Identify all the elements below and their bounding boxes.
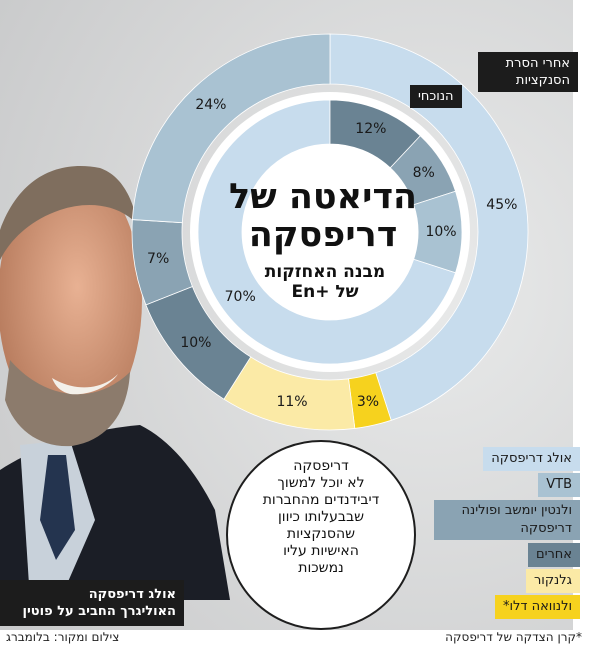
inner-ring-tag-text: הנוכחי	[418, 89, 454, 104]
inner-ring-value-label: 8%	[412, 164, 435, 181]
photo-caption-name: אולג דריפסקה	[88, 587, 176, 602]
legend-item: ולנוואה דלו*	[494, 595, 580, 619]
outer-ring-segment	[329, 33, 529, 421]
inner-ring-value-label: 70%	[224, 289, 256, 306]
footnote: *קרן הצדקה של דריפסקה	[445, 630, 582, 644]
inner-ring-tag: הנוכחי	[410, 85, 462, 108]
outer-ring-value-label: 24%	[195, 97, 227, 114]
smile-shape	[52, 374, 118, 395]
donut-rings	[131, 33, 529, 431]
chart-subtitle-line-1: מבנה האחזקות	[264, 262, 386, 282]
outer-ring-value-label: 10%	[180, 334, 212, 351]
outer-ring-tag-text: אחרי הסרת הסנקציות	[505, 56, 570, 88]
donut-center	[248, 150, 412, 314]
outer-ring-segment	[131, 33, 331, 224]
outer-ring-tag: אחרי הסרת הסנקציות	[478, 52, 578, 92]
chart-title-line-2: דריפסקה	[248, 215, 398, 255]
callout-line: דיבידנדים מהחברות	[262, 492, 380, 508]
tie-shape	[40, 455, 75, 560]
callout-bubble: דריפסקה לא יוכל למשוך דיבידנדים מהחברות …	[226, 440, 416, 630]
chart-subtitle-line-2: של +En	[291, 282, 359, 302]
photo-caption-desc: האוליגרך החביב על פוטין	[22, 604, 176, 619]
chart-subtitle: מבנה האחזקות של +En	[230, 262, 420, 302]
callout-line: האישיות עליו	[283, 543, 359, 559]
inner-ring-segment	[197, 99, 457, 365]
legend-item: אחרים	[527, 543, 580, 567]
chart-title: הדיאטה של דריפסקה	[218, 178, 428, 254]
face-shape	[0, 168, 142, 432]
photo-caption: אולג דריפסקה האוליגרך החביב על פוטין	[0, 580, 184, 626]
callout-line: שבבעלותו כיוון	[277, 509, 365, 525]
hair-shape	[0, 165, 138, 260]
legend-item: אולג דריפסקה	[483, 447, 580, 471]
photo-credit: צילום ומקור: בלומברג	[6, 630, 120, 644]
callout-line: לא יוכל למשוך	[277, 475, 365, 491]
legend-item: ולנטין יומשב ופולינה דריפסקה	[434, 500, 580, 540]
legend-item: VTB	[538, 473, 580, 497]
outer-ring-value-label: 11%	[276, 393, 308, 410]
inner-ring-segment	[413, 190, 463, 274]
inner-ring-value-label: 10%	[425, 224, 457, 240]
outer-ring-value-label: 45%	[486, 196, 518, 213]
chart-title-line-1: הדיאטה של	[228, 177, 418, 217]
callout-line: שהסנקציות	[286, 526, 356, 542]
person-photo	[0, 165, 230, 600]
inner-ring-value-label: 12%	[355, 120, 387, 137]
legend-item: גלנקור	[525, 569, 580, 593]
callout-line: נמשכות	[298, 560, 344, 576]
outer-ring-value-label: 7%	[147, 251, 170, 268]
beard-shape	[5, 360, 130, 447]
callout-line: דריפסקה	[293, 458, 349, 474]
outer-ring-value-label: 3%	[356, 393, 380, 410]
